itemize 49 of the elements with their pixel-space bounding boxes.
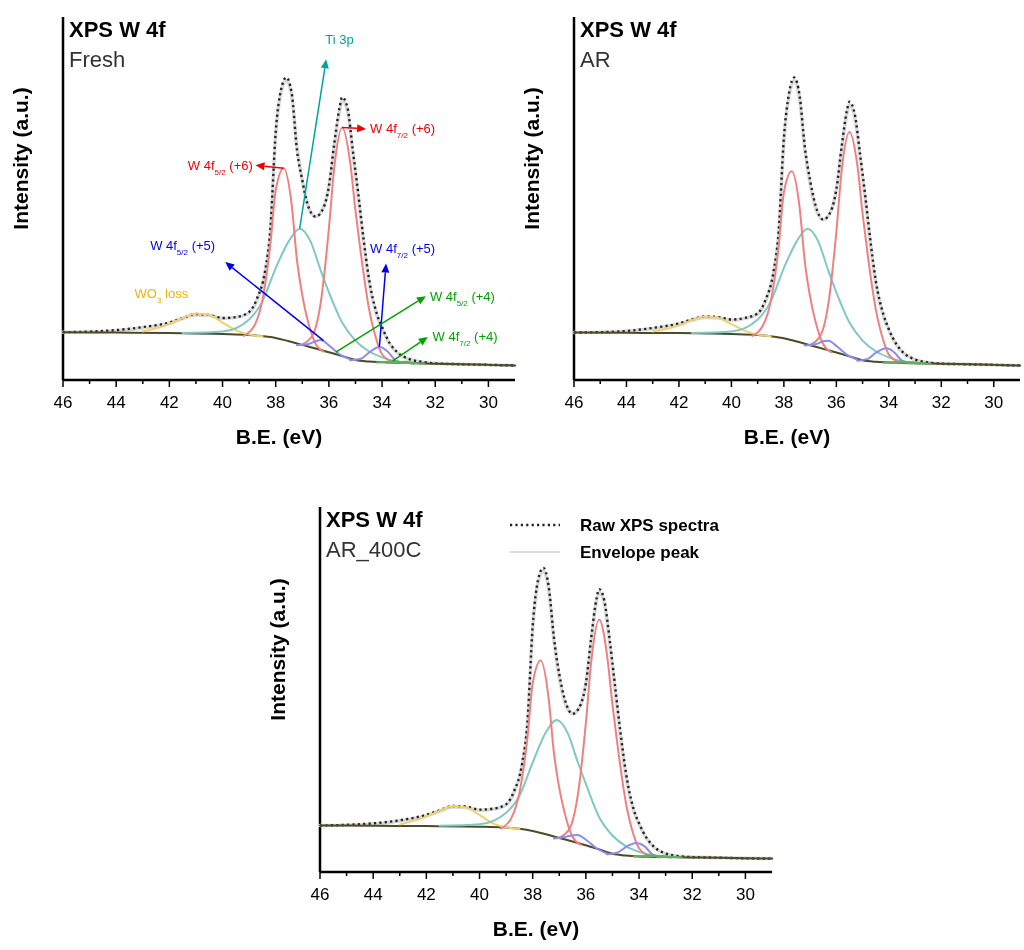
x-tick-label: 30 — [735, 885, 755, 904]
x-axis-title: B.E. (eV) — [235, 425, 323, 448]
chart-subtitle: AR_400C — [326, 537, 422, 562]
x-tick-label: 36 — [576, 885, 596, 904]
chart-title: XPS W 4f — [326, 507, 424, 532]
x-tick-label: 44 — [617, 393, 636, 412]
x-tick-label: 46 — [310, 885, 330, 904]
x-axis-title: B.E. (eV) — [492, 917, 580, 940]
x-tick-label: 32 — [931, 393, 951, 412]
x-axis-title: B.E. (eV) — [743, 425, 831, 448]
annotation: W 4f$_{7/2}$ (+4) — [432, 329, 498, 348]
chart-subtitle: Fresh — [69, 47, 126, 72]
x-tick-label: 38 — [266, 393, 286, 412]
chart-title: XPS W 4f — [69, 17, 167, 42]
annotation: W 4f$_{5/2}$ (+4) — [429, 288, 495, 308]
x-tick-label: 42 — [416, 885, 436, 904]
chart-subtitle: AR — [580, 47, 611, 72]
text: Ti 3p — [325, 32, 354, 48]
y-axis-title: Intensity (a.u.) — [520, 87, 543, 230]
chart-title: XPS W 4f — [580, 17, 678, 42]
x-tick-label: 40 — [213, 393, 232, 412]
x-tick-label: 36 — [319, 393, 339, 412]
annotation: W 4f$_{7/2}$ (+6) — [370, 121, 436, 140]
x-tick-label: 30 — [478, 393, 498, 412]
x-tick-label: 38 — [523, 885, 543, 904]
x-tick-label: 38 — [774, 393, 794, 412]
x-tick-label: 32 — [682, 885, 702, 904]
annotation: W 4f$_{7/2}$ (+5) — [370, 240, 436, 260]
x-tick-label: 40 — [721, 393, 741, 412]
annotation: WO$_{3}$ loss — [134, 286, 189, 305]
annotation: W 4f$_{5/2}$ (+5) — [150, 237, 216, 257]
x-tick-label: 42 — [669, 393, 689, 412]
x-tick-label: 36 — [826, 393, 846, 412]
annotation: W 4f$_{5/2}$ (+6) — [187, 157, 253, 177]
x-tick-label: 34 — [629, 885, 649, 904]
x-tick-label: 40 — [470, 885, 489, 904]
x-tick-label: 44 — [106, 393, 126, 412]
x-tick-label: 44 — [363, 885, 383, 904]
x-tick-label: 34 — [879, 393, 899, 412]
legend-label: Raw XPS spectra — [580, 516, 720, 535]
x-tick-label: 46 — [564, 393, 584, 412]
x-tick-label: 32 — [425, 393, 445, 412]
y-axis-title: Intensity (a.u.) — [266, 578, 289, 721]
x-tick-label: 34 — [372, 393, 392, 412]
x-tick-label: 46 — [53, 393, 73, 412]
x-tick-label: 42 — [159, 393, 179, 412]
legend-label: Envelope peak — [580, 543, 700, 562]
x-tick-label: 30 — [984, 393, 1004, 412]
y-axis-title: Intensity (a.u.) — [9, 87, 32, 230]
